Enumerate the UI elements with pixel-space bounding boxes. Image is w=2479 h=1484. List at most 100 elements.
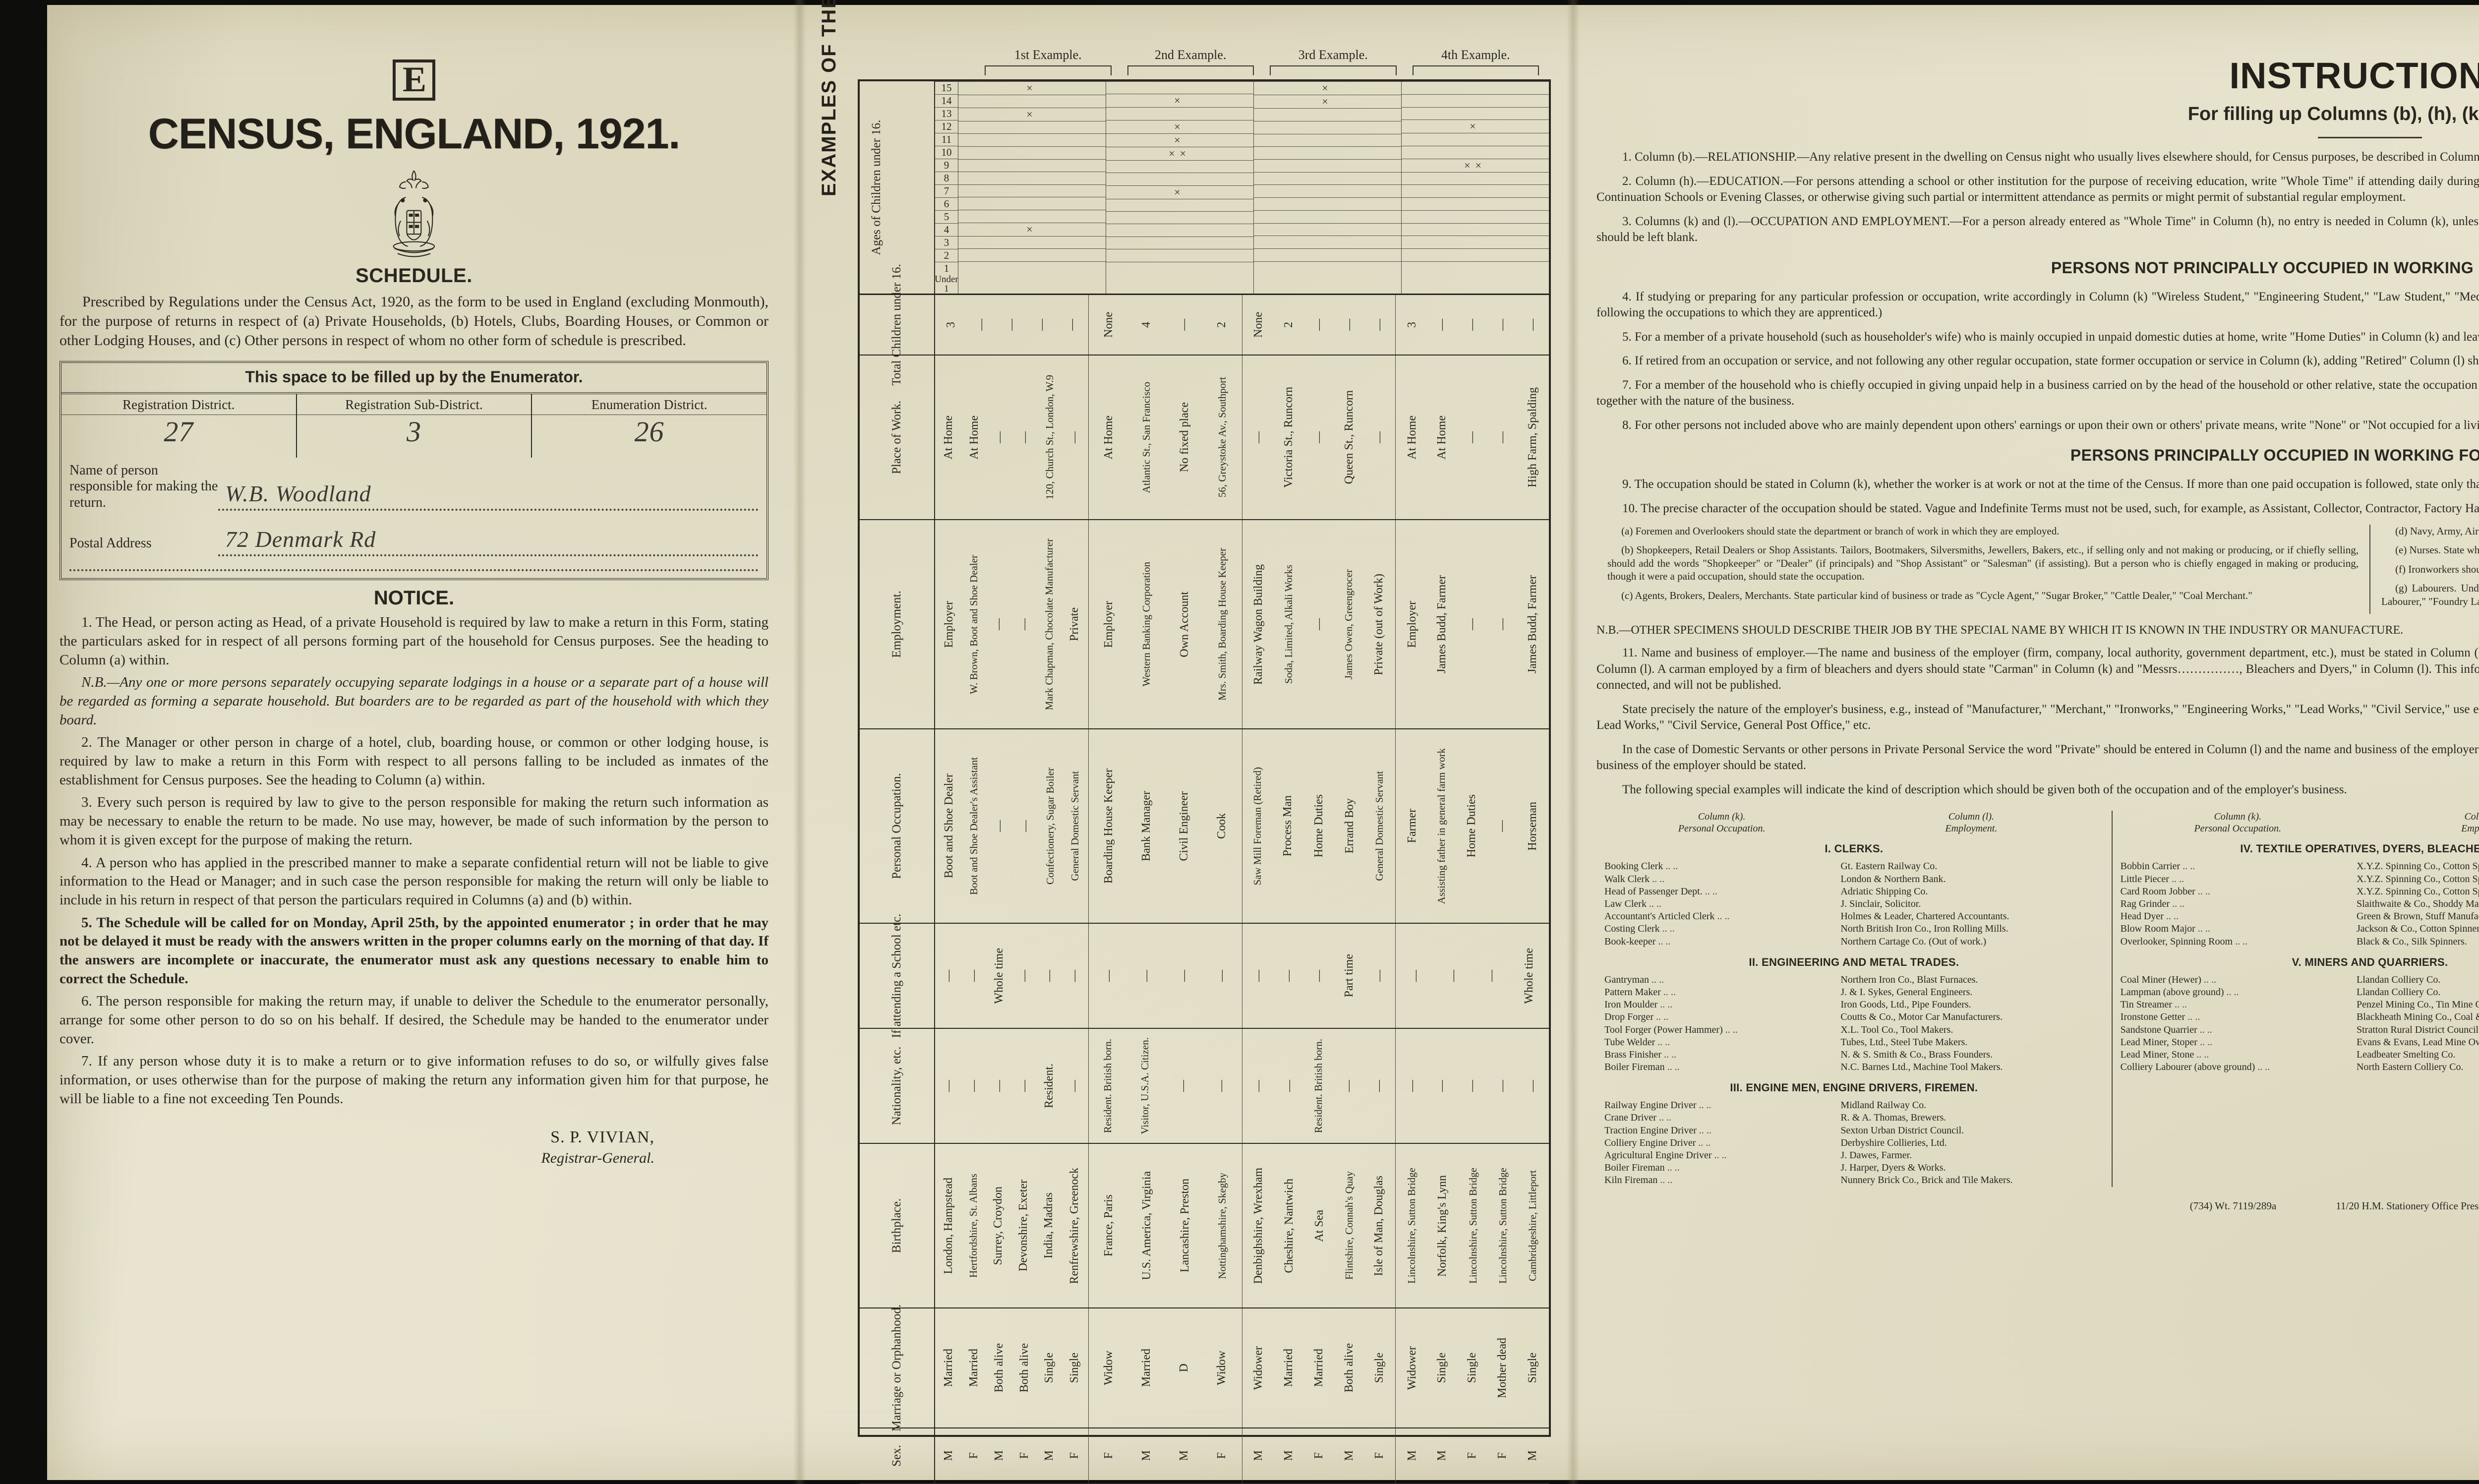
age-mark-cell[interactable] <box>1402 223 1549 236</box>
age-mark-cell[interactable] <box>1254 146 1401 159</box>
occupation-col-k-label: Column (k). Personal Occupation. <box>2194 811 2281 834</box>
example-cell: M <box>1342 1450 1356 1461</box>
age-mark-cell[interactable] <box>1254 108 1401 121</box>
age-mark-cell[interactable] <box>1106 198 1253 211</box>
postal-address-input[interactable]: 72 Denmark Rd <box>218 516 759 557</box>
age-mark-cell[interactable] <box>958 261 1106 274</box>
example-cell: Married <box>1312 1349 1325 1387</box>
age-mark-cell[interactable] <box>1402 210 1549 223</box>
age-mark-cell[interactable] <box>1106 261 1253 274</box>
age-mark-cell[interactable] <box>1402 133 1549 146</box>
age-mark-cell[interactable] <box>958 236 1106 249</box>
responsible-person-row[interactable]: Name of person responsible for making th… <box>61 458 767 511</box>
age-mark-cell[interactable] <box>958 120 1106 134</box>
age-mark-cell[interactable] <box>1402 172 1549 185</box>
responsible-person-input[interactable]: W.B. Woodland <box>218 470 759 511</box>
age-mark-cell[interactable] <box>1254 120 1401 134</box>
occupation-row: Tube Welder .. .. Tubes, Ltd., Steel Tube… <box>1604 1036 2104 1049</box>
age-mark-cell[interactable] <box>1402 81 1549 94</box>
age-mark-cell[interactable] <box>958 184 1106 197</box>
age-mark-cell[interactable] <box>958 133 1106 146</box>
age-mark-cell[interactable] <box>1106 236 1253 249</box>
occupation-name: Traction Engine Driver .. .. <box>1604 1125 1712 1136</box>
age-mark-cell[interactable]: × <box>1106 119 1253 133</box>
age-mark-cell[interactable] <box>1254 133 1401 147</box>
example-cell: At Sea <box>1313 1209 1326 1242</box>
age-mark-cell[interactable]: × <box>958 107 1106 121</box>
age-mark-cell[interactable] <box>1254 223 1401 236</box>
occupation-row: Railway Engine Driver .. .. Midland Railw… <box>1604 1099 2104 1112</box>
age-mark-cell[interactable]: × <box>1402 119 1549 133</box>
age-mark-cell[interactable] <box>1106 224 1253 236</box>
age-mark-cell[interactable] <box>1402 248 1549 261</box>
postal-address-second-line[interactable] <box>61 556 767 578</box>
age-mark-cell[interactable]: × <box>1106 94 1253 107</box>
age-mark-cell[interactable]: × <box>1106 133 1253 147</box>
age-mark-cell[interactable] <box>958 274 1106 294</box>
notice-item: 6. The person responsible for making the… <box>59 993 768 1047</box>
example-group: Resident. British born. Visitor, U.S.A. C… <box>1089 1029 1242 1143</box>
age-mark-cell[interactable] <box>958 172 1106 184</box>
age-mark-cell[interactable] <box>1106 107 1253 119</box>
age-mark-cell[interactable] <box>1106 274 1253 294</box>
age-mark-cell[interactable]: × <box>1254 81 1401 95</box>
age-mark-cell[interactable] <box>958 146 1106 159</box>
example-cell: James Budd, Farmer <box>1435 575 1449 673</box>
age-mark-cell[interactable] <box>1402 145 1549 159</box>
age-mark-cell[interactable] <box>958 248 1106 261</box>
example-cell: Soda, Limited, Alkali Works <box>1282 565 1295 684</box>
age-mark-cell[interactable]: × <box>958 81 1106 95</box>
age-mark-cell[interactable] <box>1254 261 1401 274</box>
age-mark-cell[interactable] <box>1402 236 1549 248</box>
age-mark-cell[interactable] <box>1254 248 1401 261</box>
age-mark-cell[interactable]: ×× <box>1106 146 1253 160</box>
age-mark-cell[interactable] <box>1106 173 1253 185</box>
age-mark-cell[interactable] <box>958 197 1106 210</box>
enumeration-district-cell[interactable]: Enumeration District. 26 <box>532 394 767 458</box>
example-cell: Renfrewshire, Greenock <box>1067 1167 1081 1284</box>
example-cell: At Home <box>967 415 981 460</box>
example-cell: F <box>1068 1452 1081 1459</box>
age-mark-cell[interactable] <box>1402 184 1549 197</box>
instructions-paras-mid: 4. If studying or preparing for any part… <box>1596 289 2479 434</box>
age-mark-cell[interactable] <box>1106 249 1253 261</box>
postal-address-row[interactable]: Postal Address 72 Denmark Rd <box>61 511 767 557</box>
example-cell: M <box>1435 1450 1449 1461</box>
registration-district-cell[interactable]: Registration District. 27 <box>61 394 297 458</box>
age-mark-cell[interactable] <box>1254 172 1401 185</box>
age-mark-grid: × × × × ×× × × × × × ×× × <box>958 81 1549 294</box>
nb-note: N.B.—OTHER SPECIMENS SHOULD DESCRIBE THE… <box>1596 624 2404 637</box>
age-mark-cell[interactable] <box>1106 81 1253 94</box>
age-mark-cell[interactable] <box>1254 159 1401 172</box>
age-mark-cell[interactable]: × <box>1254 95 1401 108</box>
examples-band: Place of Work. At Home At Home — — 120, Churc… <box>860 356 1549 520</box>
age-mark-cell[interactable] <box>1402 197 1549 210</box>
age-mark-cell[interactable] <box>958 210 1106 223</box>
age-mark-cell[interactable] <box>1402 274 1549 294</box>
occupation-row: Tin Streamer .. .. Penzel Mining Co., Tin… <box>2121 999 2479 1011</box>
age-mark-cell[interactable] <box>1254 197 1401 210</box>
age-mark-cell[interactable] <box>1106 211 1253 224</box>
age-mark-cell[interactable]: × <box>1106 185 1253 199</box>
registration-subdistrict-label: Registration Sub-District. <box>296 397 531 415</box>
occupation-row: Blow Room Major .. .. Jackson & Co., Cott… <box>2121 923 2479 935</box>
example-cell: Both alive <box>1017 1343 1031 1393</box>
age-mark-cell[interactable] <box>1402 107 1549 120</box>
age-mark-cell[interactable] <box>1402 261 1549 274</box>
age-mark-cell[interactable] <box>958 95 1106 108</box>
age-mark-cell[interactable] <box>1254 210 1401 223</box>
age-mark-cell[interactable]: × <box>958 222 1106 236</box>
age-mark-cell[interactable] <box>1254 236 1401 248</box>
occupation-name: Boiler Fireman .. .. <box>1604 1062 1680 1073</box>
age-mark-cell[interactable] <box>1106 160 1253 173</box>
age-mark-cell[interactable] <box>1254 184 1401 197</box>
age-mark-cell[interactable]: ×× <box>1402 158 1549 172</box>
occupation-name: Card Room Jobber .. .. <box>2120 886 2210 897</box>
example-cell: Isle of Man, Douglas <box>1372 1175 1386 1276</box>
age-mark-cell[interactable] <box>1254 274 1401 294</box>
age-mark-cell[interactable] <box>1402 94 1549 107</box>
occupation-row: Card Room Jobber .. .. X.Y.Z. Spinning Co… <box>2121 886 2479 898</box>
registration-subdistrict-cell[interactable]: Registration Sub-District. 3 <box>296 394 532 458</box>
age-mark-cell[interactable] <box>958 159 1106 172</box>
